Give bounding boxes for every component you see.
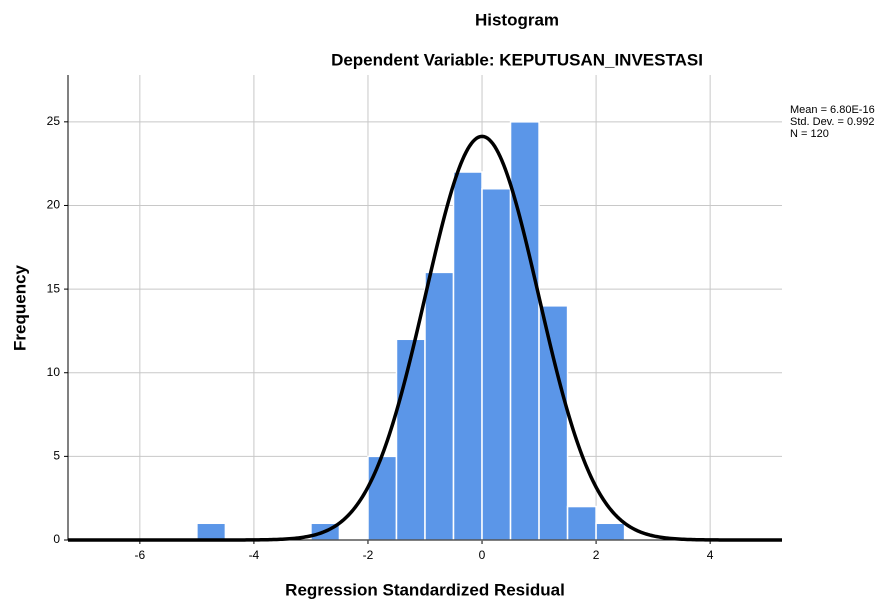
- chart-title: Histogram: [475, 10, 559, 29]
- chart-subtitle: Dependent Variable: KEPUTUSAN_INVESTASI: [331, 50, 703, 69]
- bar: [595, 522, 626, 541]
- stat-annotation: Mean = 6.80E-16: [790, 104, 875, 116]
- y-axis-label: Frequency: [10, 264, 29, 351]
- stat-annotation: N = 120: [790, 128, 829, 140]
- bar: [367, 455, 398, 541]
- bar: [452, 171, 483, 541]
- x-axis-label: Regression Standardized Residual: [285, 580, 565, 599]
- bar: [538, 305, 569, 541]
- y-tick-label: 10: [47, 365, 61, 379]
- x-tick-label: 0: [479, 548, 486, 562]
- y-tick-label: 0: [53, 532, 60, 546]
- x-tick-label: -4: [249, 548, 260, 562]
- bar: [509, 121, 540, 541]
- x-tick-label: 2: [593, 548, 600, 562]
- y-tick-label: 20: [47, 198, 61, 212]
- x-tick-label: 4: [707, 548, 714, 562]
- x-tick-label: -2: [363, 548, 374, 562]
- bar: [566, 505, 597, 541]
- x-tick-label: -6: [135, 548, 146, 562]
- bar: [196, 522, 227, 541]
- bar: [395, 338, 426, 541]
- bar: [481, 187, 512, 541]
- y-tick-label: 5: [53, 449, 60, 463]
- bar: [424, 271, 455, 541]
- y-tick-label: 25: [47, 114, 61, 128]
- y-tick-label: 15: [47, 281, 61, 295]
- stat-annotation: Std. Dev. = 0.992: [790, 116, 875, 128]
